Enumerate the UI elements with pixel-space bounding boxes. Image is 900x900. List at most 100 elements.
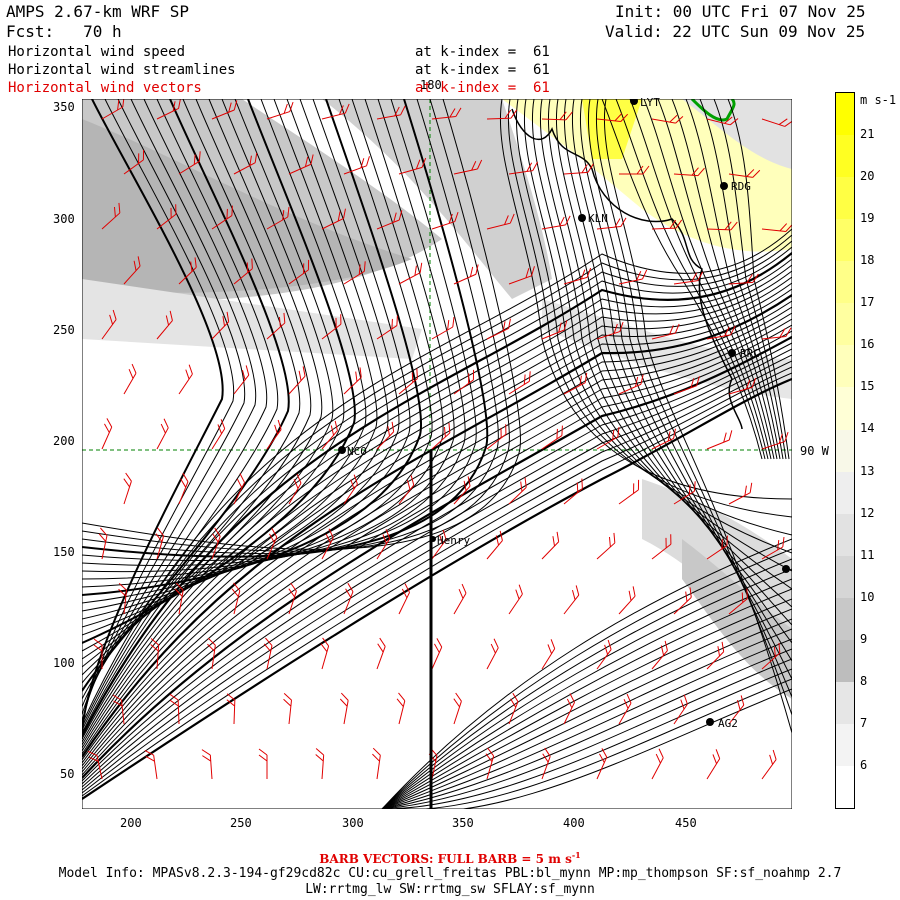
wind-barb [343,261,366,285]
streamline [82,228,792,725]
y-tick-300: 300 [53,212,75,226]
wind-barb [761,431,789,450]
streamline [82,99,257,716]
streamline [82,312,792,767]
wind-barb [123,363,137,395]
station-rdg-label: RDG [731,180,751,193]
wind-barb [651,748,664,780]
wind-barb [486,424,507,450]
wind-barb [596,639,612,670]
wind-barb [541,639,556,670]
colorbar-label: 19 [860,211,875,226]
streamline [82,258,792,740]
streamline [82,342,792,782]
colorbar-label: 11 [860,547,875,562]
colorbar-label: 21 [860,127,875,142]
streamline [82,354,792,788]
colorbar-swatch [836,177,854,220]
streamline [82,318,792,770]
streamline [82,99,489,558]
streamline [82,324,792,773]
y-tick-100: 100 [53,656,75,670]
wind-barb [508,584,523,615]
colorbar-swatch [836,723,854,766]
wind-barb [226,693,236,725]
colorbar-swatch [836,303,854,346]
field-label-speed: Horizontal wind speed [8,44,186,60]
streamline [82,377,792,800]
streamline [82,99,422,596]
wind-barb [123,472,132,505]
streamline [571,99,792,662]
colorbar-label: 8 [860,673,868,688]
colorbar-swatch [836,639,854,682]
x-tick-300: 300 [342,816,364,830]
station-unlabeled-marker [782,565,790,573]
wind-barb [178,257,197,285]
wind-barb [123,256,141,285]
streamline [699,99,784,460]
green-contour [690,99,736,122]
y-tick-250: 250 [53,323,75,337]
streamline [643,99,772,460]
station-henry-marker [430,536,436,542]
colorbar-swatch [836,681,854,724]
wind-barb [673,167,705,177]
x-tick-200: 200 [120,816,142,830]
wind-barb [376,421,395,450]
station-nco-marker [338,446,346,454]
wind-barb [398,583,410,615]
streamline [82,99,356,644]
colorbar-swatch [836,597,854,640]
wind-barb [596,321,624,340]
streamline [82,99,510,552]
wind-barb [87,750,103,780]
y-tick-200: 200 [53,434,75,448]
field-label-vectors: Horizontal wind vectors [8,80,202,96]
wind-barb [211,100,238,120]
streamline [82,282,792,752]
wind-barb [673,481,696,505]
wind-barb [431,317,455,340]
streamline [82,294,792,758]
streamline [381,548,792,809]
wind-barb [761,537,785,560]
wind-barb [258,748,268,779]
wind-barb [486,213,515,230]
wind-barb [431,638,443,670]
wind-barb [398,157,427,175]
streamline [82,372,792,797]
streamline [657,99,775,460]
wind-barb [563,693,575,725]
wind-barb [563,372,588,395]
streamline [499,99,792,500]
colorbar-label: 13 [860,463,875,478]
streamline [82,99,279,700]
wind-speed-shading [82,99,792,699]
station-henry-label: Henry [437,534,471,547]
colorbar-label: 20 [860,169,875,184]
wind-barb [728,273,759,285]
wind-barb [541,215,571,230]
colorbar-swatch [836,471,854,514]
wind-barb [619,165,650,175]
model-info: Model Info: MPASv8.2.3-194-gf29cd82c CU:… [58,866,842,881]
wind-barb [376,105,406,120]
streamline [82,276,792,749]
wind-barb [728,588,748,615]
wind-barb [211,527,221,560]
wind-barb [376,315,398,340]
wind-barb [156,99,181,120]
wind-barb [563,585,580,615]
x-tick-250: 250 [230,816,252,830]
colorbar-label: 14 [860,421,875,436]
field-label-streamlines: Horizontal wind streamlines [8,62,236,78]
wind-barb [321,208,346,230]
wind-barb [651,534,672,560]
barb-note: BARB VECTORS: FULL BARB = 5 m s-1 [319,850,581,866]
streamline [563,99,792,644]
wind-barb [596,427,620,450]
wind-barb [231,582,241,615]
colorbar-swatch [836,429,854,472]
wind-barb [398,368,418,395]
